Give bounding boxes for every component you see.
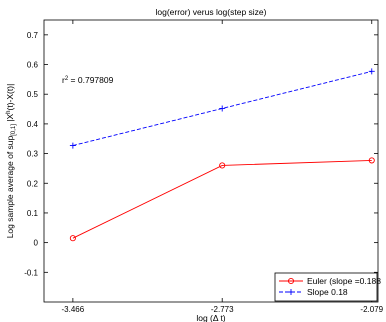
data-point	[219, 105, 226, 112]
y-tick-label: -0.1	[24, 268, 38, 277]
data-point	[69, 235, 76, 242]
legend-marker	[288, 289, 294, 295]
r-squared-value: = 0.797809	[68, 75, 113, 85]
x-tick-label: -2.079	[360, 305, 383, 314]
plot-area	[43, 19, 379, 303]
x-tick-label: -2.773	[211, 305, 234, 314]
y-tick-label: 0.7	[27, 31, 39, 40]
y-tick-label: 0.1	[27, 209, 39, 218]
legend-box	[274, 272, 378, 302]
y-tick-label: 0.3	[27, 150, 39, 159]
y-axis-label-middle: |X	[5, 113, 15, 124]
data-point	[368, 68, 375, 75]
data-point	[69, 142, 76, 149]
y-axis-label: Log sample average of sup[0,1] |Xh(t)-X(…	[5, 84, 17, 239]
y-axis: -0.1 0 0.1 0.2 0.3 0.4 0.5 0.6 0.7	[24, 31, 378, 277]
legend-label-1: Slope 0.18	[307, 287, 348, 297]
r-squared-prefix: r	[62, 75, 65, 85]
y-tick-label: 0.4	[27, 120, 39, 129]
data-point	[368, 157, 375, 164]
legend-label-0: Euler (slope =0.188	[307, 276, 381, 286]
y-axis-label-superscript: h	[6, 110, 12, 113]
r-squared-superscript: 2	[65, 76, 69, 82]
chart-title: log(error) verus log(step size)	[155, 7, 266, 17]
y-axis-label-suffix: (t)-X(t)|	[5, 84, 15, 111]
y-tick-label: 0	[34, 239, 39, 248]
series-layer	[69, 68, 375, 242]
y-axis-label-subscript: [0,1]	[11, 124, 17, 136]
legend-marker	[287, 277, 295, 285]
y-tick-label: 0.2	[27, 179, 39, 188]
x-axis-label: log (Δ t)	[196, 313, 225, 322]
y-tick-label: 0.6	[27, 61, 39, 70]
data-point	[219, 162, 226, 169]
y-axis-label-prefix: Log sample average of sup	[5, 135, 15, 238]
x-tick-label: -3.466	[62, 305, 85, 314]
y-tick-label: 0.5	[27, 90, 39, 99]
series-line-0	[72, 159, 372, 239]
r-squared-annotation: r2 = 0.797809	[62, 75, 114, 85]
